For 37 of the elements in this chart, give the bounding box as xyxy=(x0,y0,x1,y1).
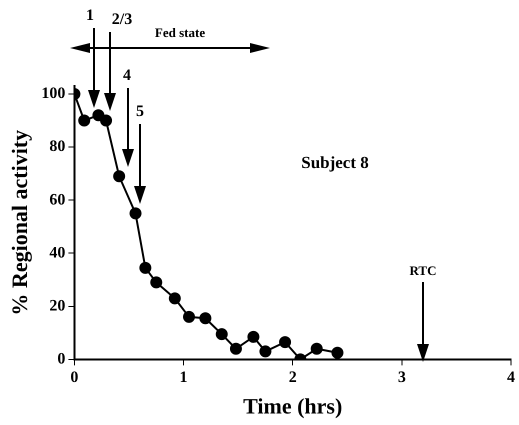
point xyxy=(279,336,292,348)
y-tick-label: 20 xyxy=(49,297,66,314)
point xyxy=(199,312,212,324)
annotation: RTC xyxy=(410,262,436,278)
y-tick-label: 40 xyxy=(49,244,66,262)
y-tick-label: 80 xyxy=(49,138,66,156)
point xyxy=(331,346,344,359)
point xyxy=(113,170,126,182)
point xyxy=(259,345,272,358)
point xyxy=(183,310,196,323)
text: 4 xyxy=(123,67,131,84)
x-tick-label: 4 xyxy=(507,369,515,386)
point xyxy=(150,276,162,288)
text: 1 xyxy=(86,7,94,24)
y-tick-label: 100 xyxy=(41,85,66,102)
point xyxy=(168,292,181,304)
x-tick-label: 2 xyxy=(288,369,297,386)
x-tick-label: 3 xyxy=(398,369,406,386)
point xyxy=(78,114,90,127)
point xyxy=(310,342,323,355)
annotation: Subject 8 xyxy=(301,152,369,172)
point xyxy=(216,328,228,340)
point xyxy=(92,109,104,122)
text: Fed state xyxy=(154,24,206,40)
point xyxy=(130,207,142,220)
point xyxy=(139,262,152,274)
x-tick-label: 0 xyxy=(70,369,78,386)
annotation: 5 xyxy=(136,103,144,120)
y-axis-title: % Regional activity xyxy=(6,130,32,316)
point xyxy=(247,330,260,343)
y-tick-label: 60 xyxy=(49,191,66,208)
x-axis-title: Time (hrs) xyxy=(243,393,342,418)
text: 2/3 xyxy=(112,11,132,28)
x-tick-label: 1 xyxy=(180,369,188,386)
y-tick-label: 0 xyxy=(57,350,66,368)
point xyxy=(100,114,112,127)
point xyxy=(230,342,242,355)
